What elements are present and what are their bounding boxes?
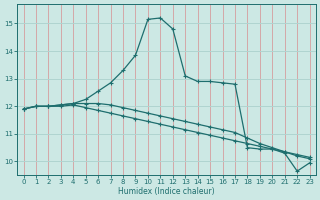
X-axis label: Humidex (Indice chaleur): Humidex (Indice chaleur) [118, 187, 215, 196]
